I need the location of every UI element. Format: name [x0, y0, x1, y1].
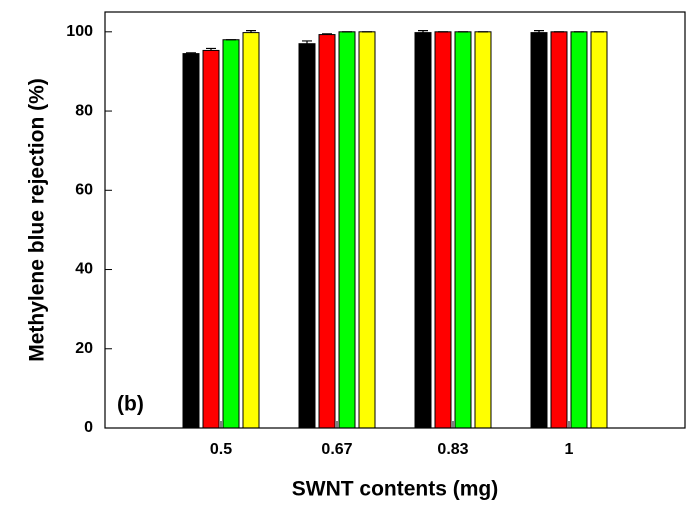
- error-bar: [418, 30, 428, 33]
- y-tick-label: 20: [75, 340, 93, 357]
- error-bar: [246, 30, 256, 33]
- x-tick-label: 0.5: [210, 441, 232, 458]
- bar: [242, 32, 260, 429]
- bar: [550, 31, 568, 429]
- bar: [298, 43, 316, 429]
- bar: [358, 31, 376, 429]
- y-tick-label: 60: [75, 182, 93, 199]
- y-tick-label: 40: [75, 261, 93, 278]
- bar: [590, 31, 608, 429]
- bar: [318, 34, 336, 429]
- y-tick-label: 100: [66, 23, 93, 40]
- y-tick-label: 0: [84, 419, 93, 436]
- bar: [434, 31, 452, 429]
- y-axis-title: Methylene blue rejection (%): [26, 78, 49, 362]
- error-bar: [534, 30, 544, 33]
- bar: [570, 31, 588, 429]
- x-axis-title: SWNT contents (mg): [292, 478, 498, 501]
- error-bar: [206, 47, 216, 51]
- plot-frame: [104, 11, 686, 429]
- bar: [202, 49, 220, 429]
- bar: [338, 31, 356, 429]
- bar: [414, 32, 432, 429]
- x-tick-label: 0.83: [437, 441, 468, 458]
- annotation: (b): [117, 393, 144, 416]
- bar: [454, 31, 472, 429]
- bar: [222, 39, 240, 429]
- bar: [530, 32, 548, 429]
- bar: [474, 31, 492, 429]
- x-tick-label: 1: [565, 441, 574, 458]
- y-tick-label: 80: [75, 102, 93, 119]
- error-bar: [302, 40, 312, 44]
- bar: [182, 53, 200, 429]
- x-tick-label: 0.67: [321, 441, 352, 458]
- error-bar: [322, 33, 332, 35]
- error-bar: [186, 52, 196, 54]
